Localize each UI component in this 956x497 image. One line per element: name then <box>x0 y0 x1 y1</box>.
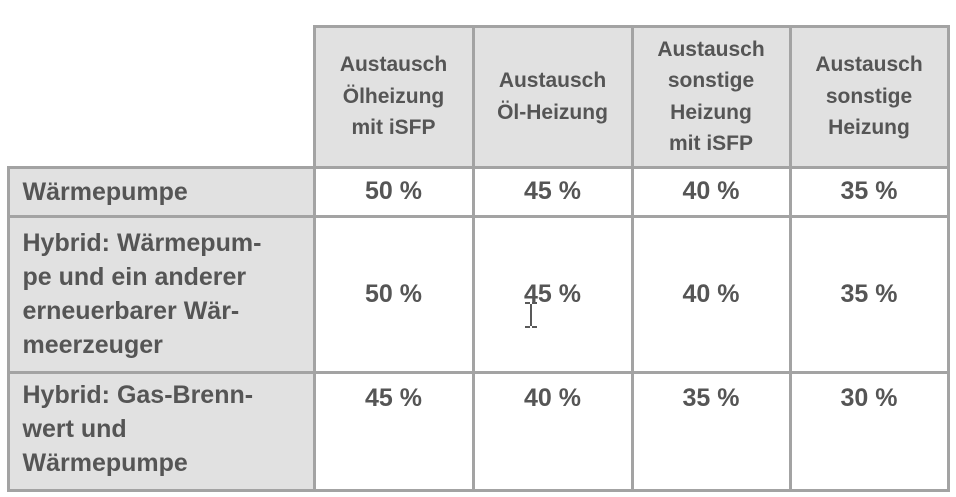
value-text: 50 % <box>365 177 422 205</box>
row-header-text: pe und ein anderer <box>22 263 247 291</box>
text-cursor <box>525 302 537 328</box>
value-cell: 30 % <box>788 370 950 492</box>
value-cell: 40 % <box>630 165 792 218</box>
row-header: Wärmepumpe <box>6 165 316 218</box>
header-text: mit iSFP <box>668 132 753 155</box>
header-text: Austausch <box>498 69 607 92</box>
row-header-text: Wärmepumpe <box>22 177 188 206</box>
row-header-text: Hybrid: Wärmepum- <box>22 229 262 257</box>
row-header-text: Wärmepumpe <box>22 448 188 477</box>
value-cell: 40 % <box>471 370 634 492</box>
value-text: 40 % <box>682 279 740 308</box>
row-header-text: Hybrid: Gas-Brenn- <box>22 380 254 409</box>
value-text: 35 % <box>840 177 898 205</box>
row-header: Hybrid: Gas-Brenn-wert und Wärmepumpe <box>6 370 316 492</box>
value-text: 45 % <box>365 383 422 412</box>
header-cell: Austausch sonstige Heizung mit iSFP <box>630 24 792 169</box>
row-header-text: wert und <box>22 414 127 443</box>
value-text: 40 % <box>682 177 740 205</box>
header-text: Austausch <box>657 37 765 61</box>
header-cell: Austausch Öl-Heizung <box>471 24 634 169</box>
header-text: Heizung <box>828 116 910 140</box>
value-text: 50 % <box>365 279 422 308</box>
header-cell: Austausch Ölheizung mit iSFP <box>312 24 475 169</box>
header-cell: Austausch sonstige Heizung <box>788 24 950 169</box>
value-cell: 50 % <box>312 165 475 218</box>
header-text: Heizung <box>670 100 752 124</box>
header-text: Austausch <box>339 53 448 77</box>
value-cell: 35 % <box>788 214 950 374</box>
value-text: 40 % <box>524 383 581 412</box>
value-cell: 45 % <box>312 370 475 492</box>
row-header-text: erneuerbarer Wär- <box>22 297 240 325</box>
header-text: Austausch <box>815 53 923 77</box>
header-text: sonstige <box>825 84 913 108</box>
value-cell: 50 % <box>312 214 475 374</box>
header-text: sonstige <box>667 69 755 92</box>
value-text: 30 % <box>840 383 898 412</box>
header-text: Ölheizung <box>342 84 445 108</box>
value-text: 35 % <box>682 383 740 412</box>
value-cell: 45 % <box>471 165 634 218</box>
value-cell: 40 % <box>630 214 792 374</box>
value-text: 35 % <box>840 279 898 308</box>
row-header-text: meerzeuger <box>22 331 163 359</box>
value-cell: 45 % <box>471 214 634 374</box>
value-cell: 35 % <box>788 165 950 218</box>
header-text: mit iSFP <box>351 116 436 140</box>
row-header: Hybrid: Wärmepum-pe und ein anderer erneu… <box>6 214 316 374</box>
header-text: Öl-Heizung <box>497 100 608 124</box>
value-cell: 35 % <box>630 370 792 492</box>
value-text: 45 % <box>524 177 581 205</box>
